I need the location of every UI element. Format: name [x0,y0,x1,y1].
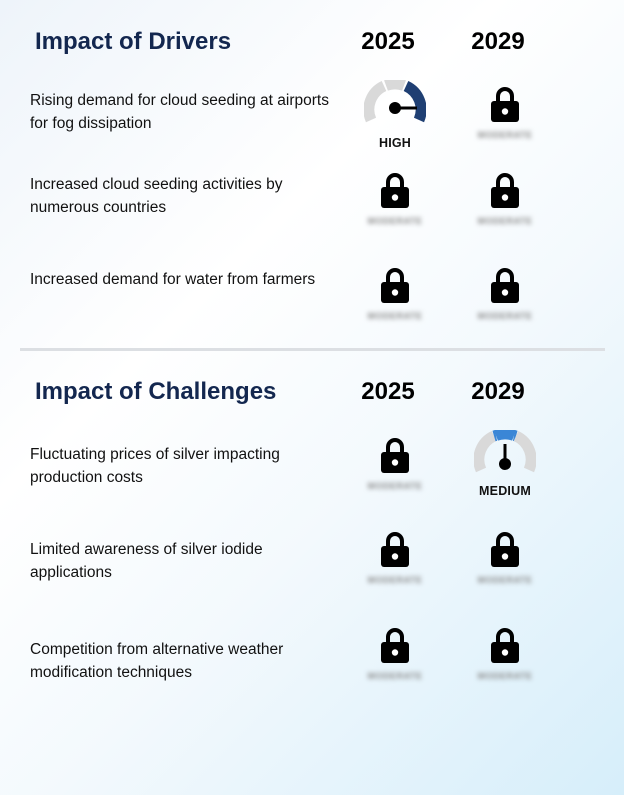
lock-icon [491,268,519,303]
drivers-year-2025: 2025 [361,28,415,55]
locked-value-blurred: MODERATE [367,311,423,321]
locked-value-blurred: MODERATE [477,311,533,321]
locked-value-blurred: MODERATE [367,481,423,491]
gauge-icon [474,430,536,473]
lock-icon [491,532,519,567]
lock-icon [491,87,519,122]
challenge-3-2025-locked[interactable]: MODERATE [355,627,435,699]
driver-1-2025-gauge: HIGH [355,80,435,152]
locked-value-blurred: MODERATE [477,671,533,681]
challenge-label-3: Competition from alternative weather mod… [30,641,284,681]
gauge-level-label: HIGH [378,136,412,150]
challenges-year-2025: 2025 [361,378,415,405]
lock-icon [381,268,409,303]
challenges-year-2029: 2029 [471,378,525,405]
locked-value-blurred: MODERATE [477,130,533,140]
challenge-2-2029-locked[interactable]: MODERATE [465,531,545,603]
challenge-2-2025-locked[interactable]: MODERATE [355,531,435,603]
driver-1-2029-locked[interactable]: MODERATE [465,86,545,158]
lock-icon [381,438,409,473]
driver-label-1: Rising demand for cloud seeding at airpo… [30,92,329,132]
gauge-icon [364,80,426,123]
gauge-level-label: MEDIUM [479,484,531,498]
lock-icon [381,173,409,208]
lock-icon [381,628,409,663]
challenge-label-2: Limited awareness of silver iodide appli… [30,541,263,581]
challenge-label-1: Fluctuating prices of silver impacting p… [30,446,280,486]
locked-value-blurred: MODERATE [477,216,533,226]
lock-icon [491,628,519,663]
driver-3-2029-locked[interactable]: MODERATE [465,267,545,339]
locked-value-blurred: MODERATE [477,575,533,585]
challenges-title: Impact of Challenges [35,378,277,405]
drivers-title: Impact of Drivers [35,28,232,55]
challenge-1-2029-gauge: MEDIUM [465,430,545,502]
driver-3-2025-locked[interactable]: MODERATE [355,267,435,339]
section-divider [20,348,605,351]
challenge-3-2029-locked[interactable]: MODERATE [465,627,545,699]
driver-2-2025-locked[interactable]: MODERATE [355,172,435,244]
driver-label-3: Increased demand for water from farmers [30,271,316,288]
drivers-year-2029: 2029 [471,28,525,55]
challenge-1-2025-locked[interactable]: MODERATE [355,437,435,509]
locked-value-blurred: MODERATE [367,575,423,585]
locked-value-blurred: MODERATE [367,671,423,681]
driver-label-2: Increased cloud seeding activities by nu… [30,176,283,216]
lock-icon [491,173,519,208]
locked-value-blurred: MODERATE [367,216,423,226]
driver-2-2029-locked[interactable]: MODERATE [465,172,545,244]
lock-icon [381,532,409,567]
